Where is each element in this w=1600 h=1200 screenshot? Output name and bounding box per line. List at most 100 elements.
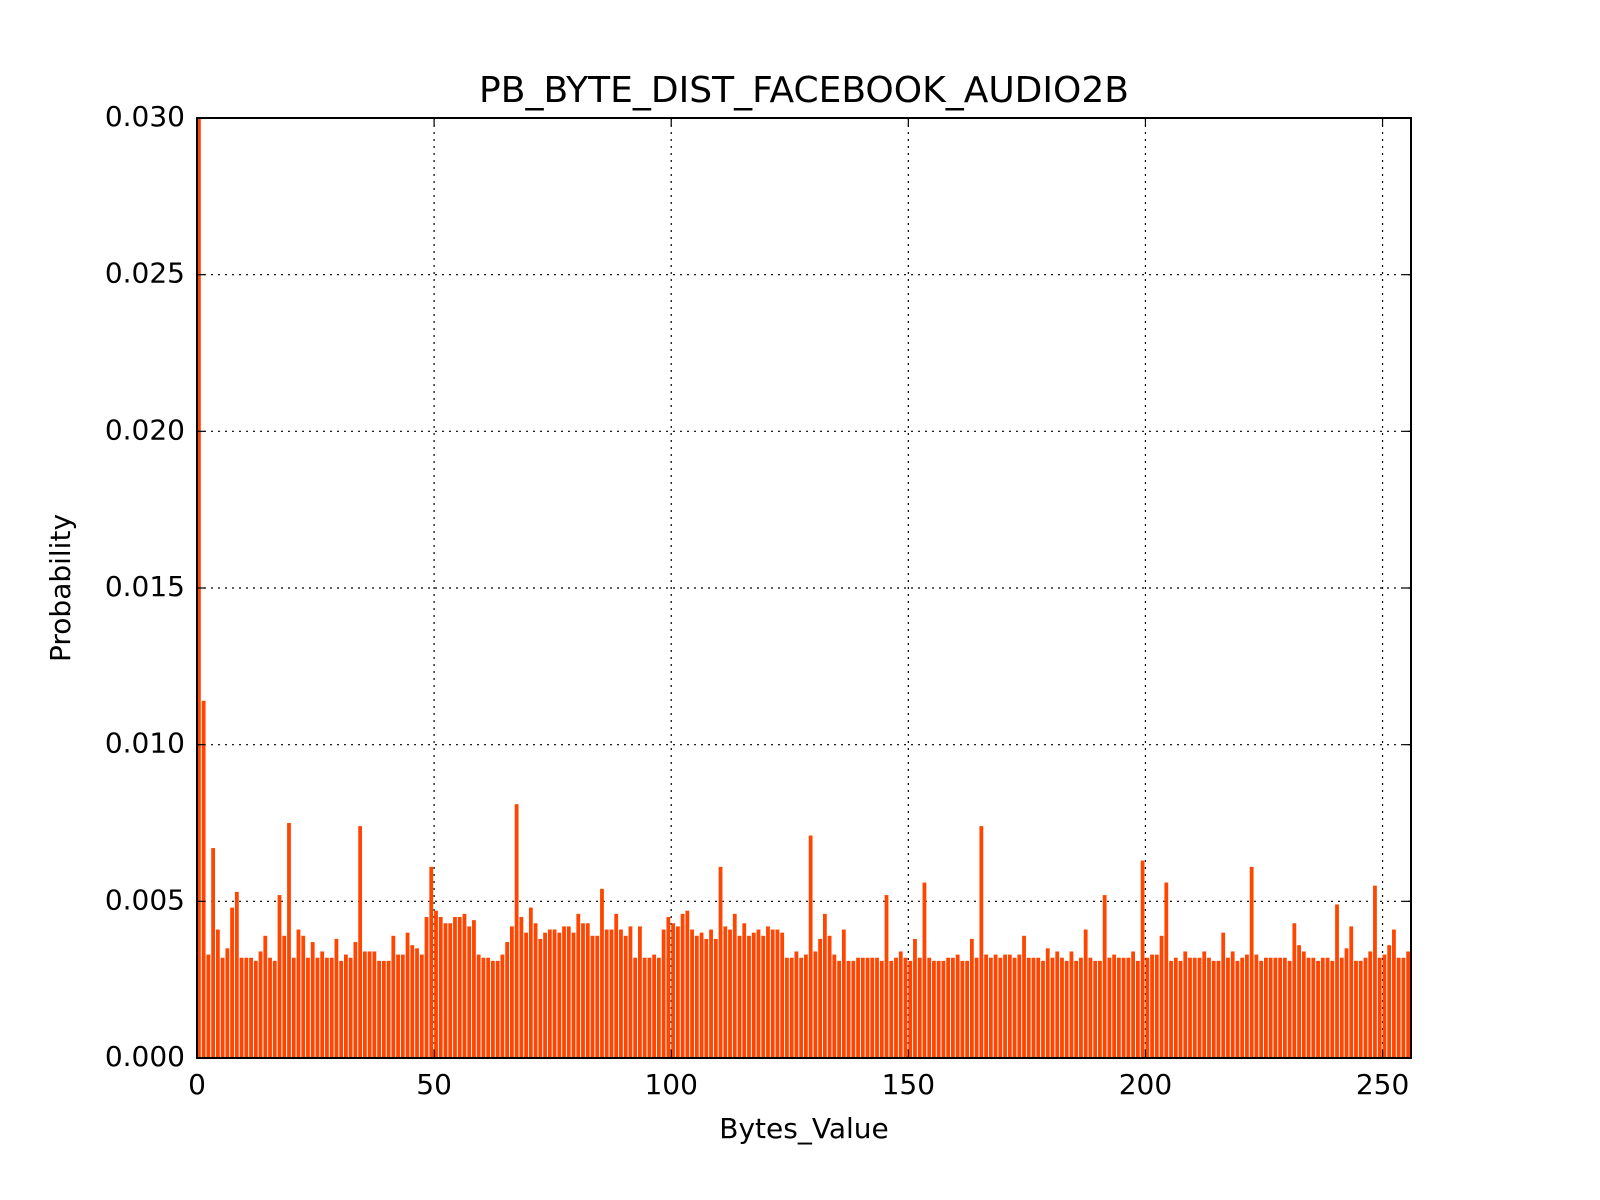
bar [723, 926, 728, 1058]
bar [737, 935, 742, 1058]
x-tick-label: 250 [1356, 1068, 1409, 1101]
bar [201, 700, 206, 1058]
x-tick-label: 0 [188, 1068, 206, 1101]
bar [367, 951, 372, 1058]
bar [1178, 960, 1183, 1058]
bar [1007, 954, 1012, 1058]
bar [633, 957, 638, 1058]
bar [1358, 960, 1363, 1058]
bar [1045, 948, 1050, 1058]
y-axis-label: Probability [44, 514, 77, 662]
y-tick-label: 0.005 [105, 883, 185, 916]
bar [979, 826, 984, 1058]
bar [1036, 957, 1041, 1058]
bar [1159, 935, 1164, 1058]
bar [505, 942, 510, 1058]
bar [585, 923, 590, 1058]
bar [984, 954, 988, 1058]
bar [694, 935, 699, 1058]
bar [1107, 957, 1112, 1058]
bar [841, 929, 846, 1058]
bar [865, 957, 870, 1058]
bar [1287, 960, 1292, 1058]
bar [628, 926, 633, 1058]
bar [315, 957, 320, 1058]
bar [1325, 957, 1330, 1058]
bar [1297, 945, 1301, 1058]
bar [1026, 957, 1031, 1058]
bar [372, 951, 377, 1058]
bar [453, 917, 457, 1058]
bar [1216, 960, 1221, 1058]
bar [1003, 954, 1007, 1058]
bar [965, 960, 970, 1058]
bar [993, 954, 998, 1058]
bar [1135, 960, 1140, 1058]
bar [974, 957, 979, 1058]
bar [1188, 957, 1192, 1058]
bar [1017, 954, 1022, 1058]
bar [1230, 951, 1235, 1058]
bar [813, 951, 818, 1058]
bar [310, 942, 315, 1058]
bar [1254, 954, 1259, 1058]
bar [685, 910, 690, 1058]
bar [1226, 957, 1230, 1058]
bar [1140, 860, 1145, 1058]
bar [547, 929, 552, 1058]
bar [1031, 957, 1036, 1058]
x-tick-label: 150 [882, 1068, 935, 1101]
bar [699, 932, 704, 1058]
bar [1173, 957, 1178, 1058]
bar [1074, 960, 1079, 1058]
bar [775, 929, 780, 1058]
bar [1098, 960, 1102, 1058]
bar [946, 957, 951, 1058]
bar [1060, 957, 1064, 1058]
bar [296, 929, 301, 1058]
bar [1083, 929, 1088, 1058]
bar [638, 926, 642, 1058]
bar [1102, 895, 1107, 1058]
bar [1401, 957, 1406, 1058]
bar [291, 957, 296, 1058]
bar [1164, 882, 1169, 1058]
bar [766, 926, 770, 1058]
bar [780, 932, 785, 1058]
bar [713, 938, 718, 1058]
bar [894, 957, 898, 1058]
bar [1121, 957, 1126, 1058]
y-tick-label: 0.015 [105, 570, 185, 603]
bar [1064, 960, 1069, 1058]
bar [1382, 954, 1387, 1058]
bar [486, 957, 491, 1058]
bar [1373, 885, 1377, 1058]
bar [424, 917, 429, 1058]
bar [225, 948, 230, 1058]
bar [1069, 951, 1074, 1058]
bar [462, 913, 467, 1058]
bar [500, 954, 505, 1058]
bar [623, 935, 628, 1058]
bar [329, 957, 334, 1058]
bar [642, 957, 647, 1058]
bar [419, 954, 424, 1058]
bar [1202, 951, 1207, 1058]
bar [386, 960, 391, 1058]
bar [1363, 957, 1368, 1058]
bar [988, 957, 993, 1058]
bar [595, 935, 600, 1058]
bar [960, 960, 965, 1058]
bar [998, 957, 1003, 1058]
bar [604, 929, 609, 1058]
bar [249, 957, 253, 1058]
bar [804, 954, 808, 1058]
bar [362, 951, 367, 1058]
bar [1330, 960, 1335, 1058]
bar [1406, 951, 1411, 1058]
bar [747, 935, 751, 1058]
bar [1292, 923, 1297, 1058]
bar [391, 935, 396, 1058]
bar [268, 957, 272, 1058]
bar [666, 917, 671, 1058]
